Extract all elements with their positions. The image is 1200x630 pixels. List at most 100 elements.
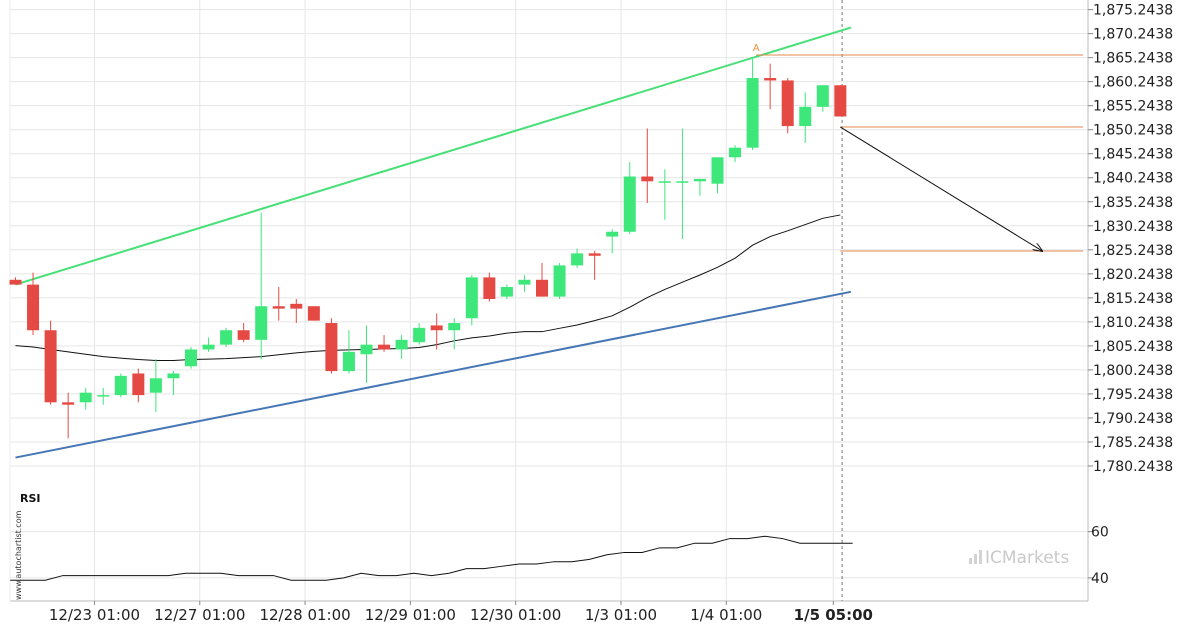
candle-body — [623, 176, 636, 232]
time-tick-label: 12/29 01:00 — [365, 606, 456, 624]
candle — [746, 58, 759, 151]
candle-body — [9, 279, 22, 285]
upper-channel-line — [15, 26, 852, 286]
price-axis: 1,875.2438 1,870.2438 1,865.2438 1,860.2438… — [1088, 3, 1173, 587]
brand-icon — [969, 550, 982, 564]
candle-body — [553, 265, 566, 297]
price-tick-label: 1,845.2438 — [1093, 147, 1173, 163]
candle-body — [588, 253, 601, 256]
time-tick-label: 1/5 05:00 — [794, 606, 873, 624]
candle-body — [518, 279, 531, 285]
price-tick-label: 1,855.2438 — [1093, 99, 1173, 115]
price-tick-label: 1,875.2438 — [1093, 3, 1173, 19]
candle-body — [799, 106, 812, 127]
candle-body — [272, 306, 285, 309]
candle — [816, 85, 829, 112]
candle — [360, 325, 373, 384]
candle — [834, 85, 847, 117]
candle-body — [185, 349, 197, 367]
watermark-text: www.autochartist.com — [14, 510, 23, 600]
candle-body — [79, 392, 92, 403]
time-tick-label: 1/4 01:00 — [690, 606, 762, 624]
candlesticks — [9, 58, 847, 439]
candle-body — [202, 344, 215, 350]
candle-body — [149, 378, 162, 393]
candle-body — [606, 231, 619, 237]
candle — [272, 287, 285, 321]
candle — [342, 330, 355, 374]
candle — [781, 78, 794, 134]
time-tick-label: 12/23 01:00 — [49, 606, 140, 624]
candle-body — [378, 344, 391, 350]
brand-logo: ICMarkets — [969, 548, 1069, 568]
rsi-line — [10, 535, 853, 581]
candle-body — [448, 323, 461, 331]
candle-body — [816, 85, 829, 107]
candle — [606, 229, 619, 254]
candle-body — [658, 181, 671, 183]
candle-body — [27, 284, 40, 331]
candle-body — [395, 339, 408, 350]
candle-body — [97, 395, 110, 397]
candle-body — [571, 253, 584, 266]
time-tick-label: 12/27 01:00 — [154, 606, 245, 624]
candle-body — [290, 303, 303, 309]
candle — [536, 262, 548, 297]
candle — [378, 335, 391, 352]
candle — [711, 157, 724, 194]
time-axis: 12/23 01:00 12/27 01:00 12/28 01:00 12/29 0… — [49, 601, 873, 624]
candle-body — [483, 277, 496, 300]
time-tick-label: 12/30 01:00 — [470, 606, 561, 624]
price-tick-label: 1,800.2438 — [1093, 363, 1173, 379]
price-tick-label: 1,805.2438 — [1093, 339, 1173, 355]
candle — [693, 178, 706, 196]
price-tick-label: 1,825.2438 — [1093, 243, 1173, 259]
candle-body — [500, 287, 513, 297]
candle-body — [676, 181, 689, 183]
candle-body — [307, 306, 320, 321]
candle-body — [641, 176, 654, 182]
candle — [167, 371, 180, 396]
price-tick-label: 1,830.2438 — [1093, 219, 1173, 235]
price-levels — [756, 54, 1083, 252]
moving-average-line — [15, 214, 841, 362]
candle — [430, 313, 443, 350]
candle — [799, 92, 812, 143]
candle — [290, 299, 303, 324]
candle — [518, 274, 531, 292]
candle — [149, 359, 162, 412]
candle — [623, 162, 636, 235]
candle-body — [536, 279, 548, 297]
candle-body — [132, 373, 145, 396]
price-tick-label: 1,815.2438 — [1093, 291, 1173, 307]
candle-body — [342, 351, 355, 372]
rsi-tick-label: 40 — [1091, 571, 1109, 587]
price-tick-label: 1,860.2438 — [1093, 75, 1173, 91]
candle — [729, 145, 742, 163]
candle — [185, 347, 197, 369]
candle — [202, 337, 215, 352]
candle — [676, 128, 689, 239]
candle-body — [834, 85, 847, 117]
moving-average — [15, 214, 841, 362]
candle-body — [746, 78, 759, 148]
pattern-point-label: A — [753, 43, 760, 54]
price-tick-label: 1,810.2438 — [1093, 315, 1173, 331]
candle-body — [360, 344, 373, 355]
candle — [27, 272, 40, 336]
forecast-arrow — [840, 126, 1042, 251]
price-tick-label: 1,850.2438 — [1093, 123, 1173, 139]
candle — [448, 318, 461, 350]
candle-body — [781, 80, 794, 127]
lower-channel-line — [15, 290, 852, 459]
time-tick-label: 1/3 01:00 — [585, 606, 657, 624]
price-tick-label: 1,870.2438 — [1093, 27, 1173, 43]
trend-channel — [15, 26, 852, 459]
price-tick-label: 1,780.2438 — [1093, 459, 1173, 475]
candle — [465, 274, 478, 326]
chart-grid — [9, 0, 1089, 602]
candle-body — [465, 277, 478, 319]
candle-body — [167, 373, 180, 379]
candle — [325, 318, 338, 374]
candle — [588, 250, 601, 280]
